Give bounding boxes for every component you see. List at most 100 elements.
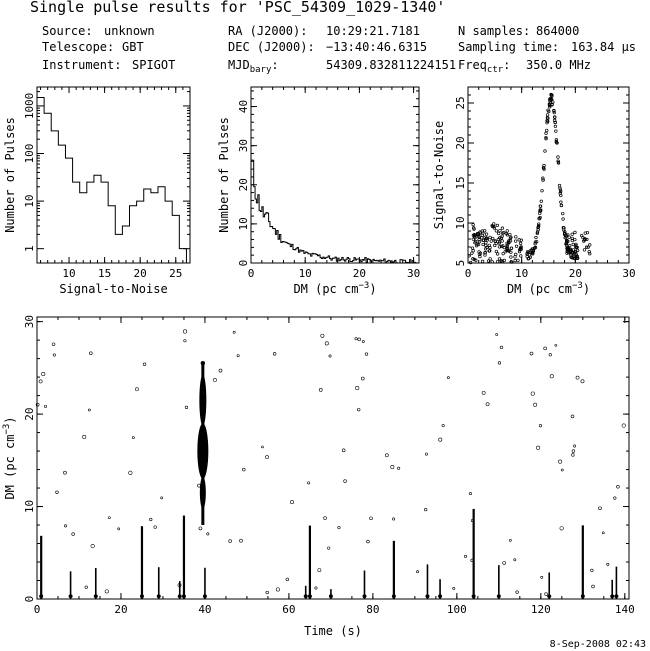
event-marker (538, 424, 543, 428)
scatter-point (573, 256, 577, 261)
scatter-point (581, 235, 585, 240)
scatter-point (509, 250, 513, 254)
scatter-point (541, 178, 545, 182)
event-marker (71, 532, 75, 536)
event-marker (560, 468, 564, 472)
event-marker (89, 351, 93, 356)
scatter-point (507, 239, 511, 243)
info-value: SPIGOT (132, 58, 175, 72)
rfi-column (363, 570, 366, 599)
scatter-point (494, 229, 499, 233)
scatter-point (575, 256, 579, 260)
scatter-point (480, 236, 484, 240)
scatter-point (482, 238, 486, 242)
scatter-point (543, 149, 547, 153)
event-marker (87, 408, 91, 412)
y-axis-label: Signal-to-Noise (432, 121, 446, 229)
rfi-column (615, 566, 618, 599)
x-tick-label: 120 (531, 603, 551, 616)
rfi-base (39, 594, 44, 599)
x-tick-label: 10 (515, 267, 528, 280)
event-marker (464, 554, 468, 558)
scatter-point (501, 244, 505, 248)
y-tick-label: 10 (454, 216, 467, 229)
scatter-point (491, 236, 495, 241)
pulse-peak (200, 361, 206, 366)
x-tick-label: 30 (407, 267, 420, 280)
rfi-base (547, 594, 552, 599)
event-marker (571, 449, 576, 453)
event-marker (452, 586, 456, 590)
scatter-point (468, 260, 473, 265)
scatter-point (481, 242, 485, 247)
x-tick-label: 20 (353, 267, 366, 280)
y-tick-label: 1000 (23, 93, 36, 120)
scatter-point (531, 248, 535, 253)
event-marker (536, 445, 541, 450)
rfi-base (496, 594, 501, 599)
rfi-base (68, 594, 73, 599)
x-tick-label: 40 (198, 603, 211, 616)
event-marker (416, 570, 419, 574)
info-label: Source: (42, 24, 93, 38)
event-marker (495, 333, 499, 336)
event-marker (337, 526, 341, 530)
scatter-point (566, 233, 570, 237)
x-tick-label: 0 (465, 267, 472, 280)
rfi-base (177, 594, 182, 599)
scatter-point (505, 229, 509, 233)
y-tick-label: 10 (237, 217, 250, 230)
rfi-column (94, 568, 97, 599)
scatter-point (558, 188, 563, 192)
event-marker (63, 470, 67, 475)
x-tick-label: 100 (447, 603, 467, 616)
scatter-point (493, 243, 497, 248)
scatter-point (500, 226, 505, 230)
scatter-point (575, 248, 580, 253)
snr-histogram-panel: 10 15 20 25 1 10 100 1000 Signal-to-Noise Number … (3, 86, 191, 296)
scatter-point (547, 103, 552, 108)
rfi-base (156, 594, 161, 599)
scatter-point (545, 128, 549, 133)
rfi-column (178, 581, 181, 599)
scatter-point (549, 97, 553, 101)
scatter-point (585, 245, 589, 249)
scatter-point (471, 223, 475, 227)
scatter-point (483, 251, 487, 255)
event-marker (82, 434, 87, 439)
event-marker (515, 590, 519, 594)
info-value: 163.84 μs (571, 40, 636, 54)
scatter-point (538, 209, 543, 213)
scatter-point (505, 243, 509, 247)
x-tick-label: 30 (622, 267, 635, 280)
scatter-point (541, 176, 545, 180)
scatter-point (514, 239, 518, 243)
scatter-point (537, 222, 541, 226)
event-marker (341, 448, 346, 453)
histogram-step (37, 97, 187, 263)
scatter-point (509, 255, 513, 259)
scatter-point (525, 254, 529, 259)
scatter-point (473, 241, 477, 245)
scatter-point (495, 259, 500, 264)
event-marker (285, 577, 290, 582)
event-marker (354, 337, 358, 341)
rfi-base (307, 594, 312, 599)
scatter-point (561, 211, 565, 216)
y-tick-label: 20 (454, 136, 467, 149)
scatter-point (516, 258, 520, 263)
scatter-point (568, 244, 572, 248)
info-label: MJDbary: (228, 58, 279, 75)
event-marker (533, 402, 538, 407)
scatter-points (35, 329, 626, 599)
event-marker (261, 445, 264, 449)
scatter-point (495, 252, 500, 256)
event-marker (559, 526, 564, 531)
scatter-point (540, 189, 544, 193)
rfi-base (438, 594, 443, 599)
event-marker (390, 464, 395, 469)
rfi-column (330, 589, 332, 599)
scatter-point (574, 244, 578, 248)
scatter-point (493, 239, 497, 243)
